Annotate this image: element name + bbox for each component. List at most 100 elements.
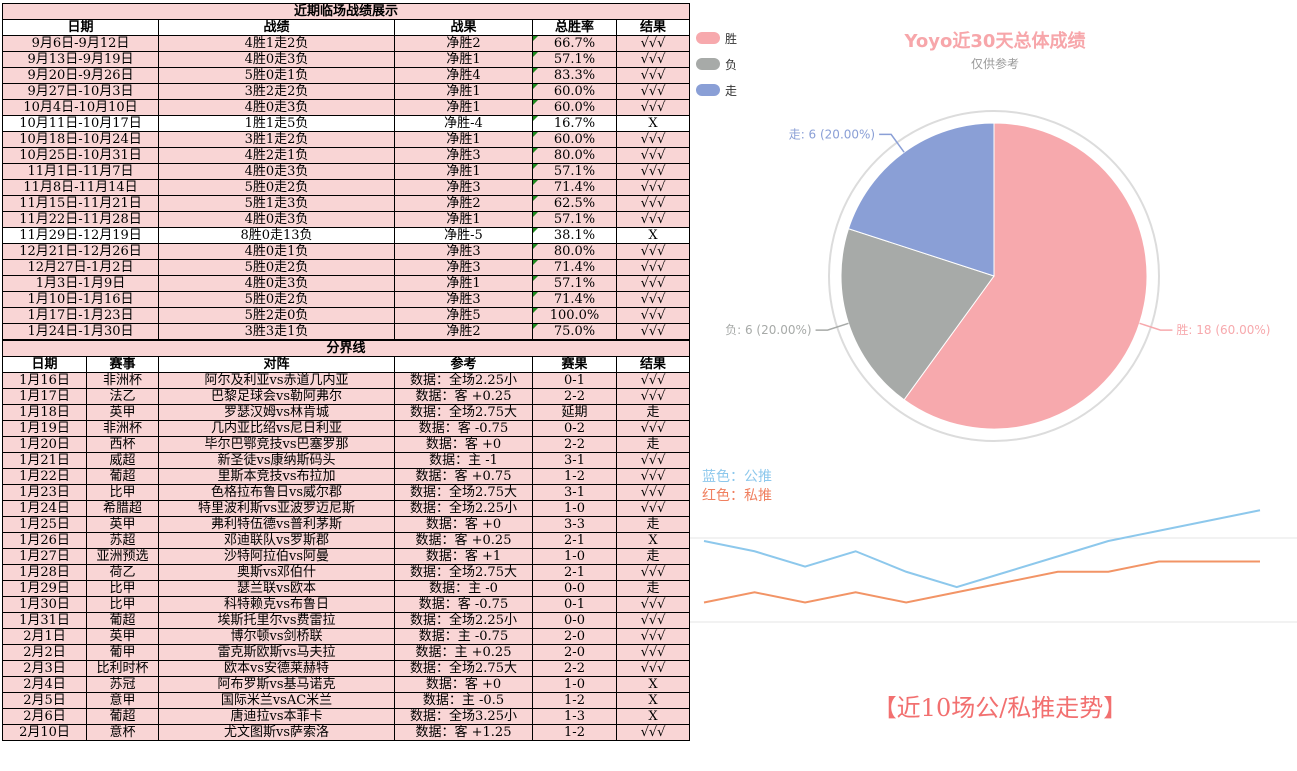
chart-panel: 胜负走 Yoyo近30天总体成绩 仅供参考 胜: 18 (60.00%) 负: 6… (690, 0, 1297, 771)
record-cell: 4胜0走3负 (158, 51, 395, 68)
match-cell: √√√ (615, 724, 691, 741)
record-cell: √√√ (615, 83, 691, 100)
record-cell: 净胜3 (394, 291, 533, 308)
record-cell: 8胜0走13负 (158, 227, 395, 244)
record-cell: 12月27日-1月2日 (2, 259, 159, 276)
record-row: 11月8日-11月14日 5胜0走2负 净胜3 71.4% √√√ (2, 179, 691, 196)
match-cell: 1-2 (532, 692, 617, 709)
record-cell: 净胜1 (394, 83, 533, 100)
record-row: 10月4日-10月10日 4胜0走3负 净胜1 60.0% √√√ (2, 99, 691, 116)
record-cell: 5胜2走0负 (158, 307, 395, 324)
legend-item[interactable]: 走 (696, 77, 737, 103)
match-row: 2月2日 葡甲 雷克斯欧斯vs马夫拉 数据：主 +0.25 2-0 √√√ (2, 644, 691, 661)
match-cell: 邓迪联队vs罗斯郡 (158, 532, 395, 549)
record-cell: 10月11日-10月17日 (2, 115, 159, 132)
trend-title: 【近10场公/私推走势】 (872, 694, 1128, 722)
record-header: 总胜率 (532, 19, 617, 36)
match-row: 1月27日 亚洲预选 沙特阿拉伯vs阿曼 数据：客 +1 1-0 走 (2, 548, 691, 565)
match-cell: 0-2 (532, 420, 617, 437)
match-cell: √√√ (615, 468, 691, 485)
match-row: 1月24日 希腊超 特里波利斯vs亚波罗迈尼斯 数据：全场2.25小 1-0 √√√ (2, 500, 691, 517)
match-cell: 1月29日 (2, 580, 87, 597)
match-row: 1月31日 葡超 埃斯托里尔vs费雷拉 数据：全场2.25小 0-0 √√√ (2, 612, 691, 629)
record-cell: √√√ (615, 259, 691, 276)
record-cell: 净胜3 (394, 147, 533, 164)
pie-label-2: 走: 6 (20.00%) (789, 127, 875, 141)
match-cell: 葡超 (86, 708, 159, 725)
match-row: 1月16日 非洲杯 阿尔及利亚vs赤道几内亚 数据：全场2.25小 0-1 √√√ (2, 372, 691, 389)
match-cell: 沙特阿拉伯vs阿曼 (158, 548, 395, 565)
record-cell: 10月25日-10月31日 (2, 147, 159, 164)
match-cell: 比甲 (86, 484, 159, 501)
record-cell: 62.5% (532, 195, 617, 212)
pie-legend: 胜负走 (696, 25, 737, 103)
match-cell: 新圣徒vs康纳斯码头 (158, 452, 395, 469)
record-cell: 1月3日-1月9日 (2, 275, 159, 292)
match-cell: 埃斯托里尔vs费雷拉 (158, 612, 395, 629)
match-cell: 2-0 (532, 628, 617, 645)
match-cell: 1月28日 (2, 564, 87, 581)
legend-item[interactable]: 负 (696, 51, 737, 77)
match-row: 1月21日 威超 新圣徒vs康纳斯码头 数据：主 -1 3-1 √√√ (2, 452, 691, 469)
match-cell: 1-2 (532, 468, 617, 485)
match-cell: 2-1 (532, 532, 617, 549)
match-cell: 数据：客 -0.75 (394, 596, 533, 613)
record-cell: 71.4% (532, 291, 617, 308)
record-row: 11月22日-11月28日 4胜0走3负 净胜1 57.1% √√√ (2, 211, 691, 228)
match-cell: 走 (615, 436, 691, 453)
match-cell: 3-1 (532, 484, 617, 501)
match-cell: 数据：全场2.25小 (394, 612, 533, 629)
match-row: 2月4日 苏冠 阿布罗斯vs基马诺克 数据：客 +0 1-0 X (2, 676, 691, 693)
record-cell: 4胜0走3负 (158, 275, 395, 292)
match-cell: 数据：全场2.25小 (394, 500, 533, 517)
match-cell: 数据：客 +1.25 (394, 724, 533, 741)
record-cell: 净胜1 (394, 51, 533, 68)
record-cell: 12月21日-12月26日 (2, 243, 159, 260)
match-cell: 里斯本竞技vs布拉加 (158, 468, 395, 485)
record-cell: 83.3% (532, 67, 617, 84)
legend-item[interactable]: 胜 (696, 25, 737, 51)
record-cell: 净胜1 (394, 163, 533, 180)
record-cell: 1月17日-1月23日 (2, 307, 159, 324)
match-cell: 1-2 (532, 724, 617, 741)
pie-slice-1 (840, 228, 995, 401)
match-cell: 延期 (532, 404, 617, 421)
legend-swatch (696, 32, 720, 44)
pie-label-1: 负: 6 (20.00%) (725, 323, 811, 337)
match-row: 1月17日 法乙 巴黎足球会vs勒阿弗尔 数据：客 +0.25 2-2 √√√ (2, 388, 691, 405)
record-cell: √√√ (615, 291, 691, 308)
match-cell: 威超 (86, 452, 159, 469)
record-cell: 11月29日-12月19日 (2, 227, 159, 244)
record-cell: 10月18日-10月24日 (2, 131, 159, 148)
match-cell: √√√ (615, 564, 691, 581)
match-cell: 数据：客 +0 (394, 676, 533, 693)
match-cell: 数据：客 +1 (394, 548, 533, 565)
record-cell: 净胜3 (394, 243, 533, 260)
record-cell: 11月22日-11月28日 (2, 211, 159, 228)
record-row: 10月11日-10月17日 1胜1走5负 净胜-4 16.7% X (2, 115, 691, 132)
match-cell: 阿布罗斯vs基马诺克 (158, 676, 395, 693)
record-cell: 5胜1走3负 (158, 195, 395, 212)
trend-series-1 (703, 560, 1260, 604)
match-cell: 数据：客 +0.75 (394, 468, 533, 485)
record-cell: 4胜0走3负 (158, 211, 395, 228)
record-cell: 60.0% (532, 99, 617, 116)
legend-label: 胜 (725, 31, 738, 46)
match-cell: 荷乙 (86, 564, 159, 581)
record-row: 12月27日-1月2日 5胜0走2负 净胜3 71.4% √√√ (2, 259, 691, 276)
match-cell: √√√ (615, 500, 691, 517)
match-row: 2月1日 英甲 博尔顿vs剑桥联 数据：主 -0.75 2-0 √√√ (2, 628, 691, 645)
match-cell: √√√ (615, 596, 691, 613)
record-cell: √√√ (615, 243, 691, 260)
match-header: 赛事 (86, 356, 159, 373)
match-cell: X (615, 532, 691, 549)
match-cell: 欧本vs安德莱赫特 (158, 660, 395, 677)
match-cell: 1月25日 (2, 516, 87, 533)
match-cell: 国际米兰vsAC米兰 (158, 692, 395, 709)
record-row: 1月17日-1月23日 5胜2走0负 净胜5 100.0% √√√ (2, 307, 691, 324)
match-cell: 1月20日 (2, 436, 87, 453)
record-cell: 66.7% (532, 35, 617, 52)
match-cell: 数据：客 +0.25 (394, 532, 533, 549)
trend-series-0 (703, 509, 1261, 589)
match-row: 1月19日 非洲杯 几内亚比绍vs尼日利亚 数据：客 -0.75 0-2 √√√ (2, 420, 691, 437)
